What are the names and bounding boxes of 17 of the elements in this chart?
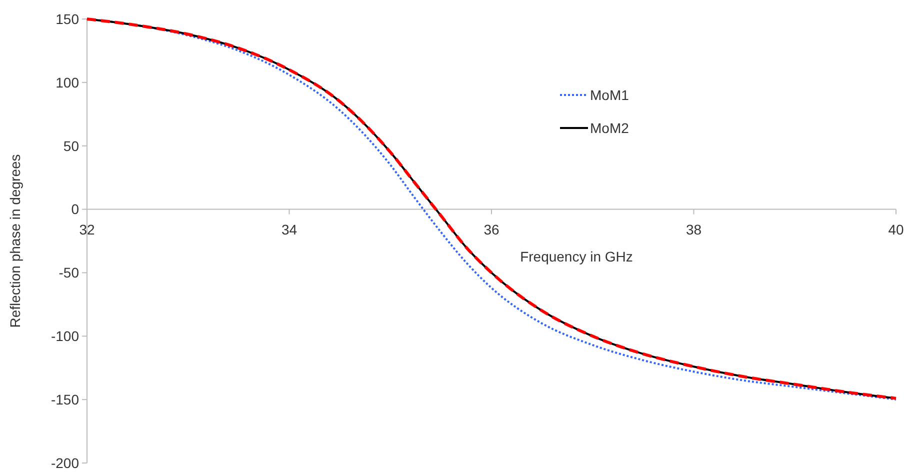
x-tick-label: 38 (686, 221, 702, 238)
x-tick-label: 40 (888, 221, 904, 238)
x-tick-label: 32 (79, 221, 95, 238)
y-tick-label: -50 (58, 264, 80, 281)
y-tick-label: 100 (56, 74, 80, 90)
y-tick-label: -100 (50, 328, 80, 344)
x-axis-title: Frequency in GHz (520, 248, 633, 264)
x-tick-label: 34 (281, 221, 298, 238)
legend-label: MoM1 (590, 86, 630, 103)
y-tick-label: 150 (56, 10, 80, 27)
y-tick-label: 50 (63, 138, 80, 154)
legend-label: MoM2 (590, 120, 630, 136)
y-tick-label: -150 (50, 391, 80, 408)
y-tick-label: 0 (71, 201, 80, 218)
y-tick-label: -200 (50, 454, 80, 471)
y-axis-title: Reflection phase in degrees (7, 154, 23, 328)
x-tick-label: 36 (484, 221, 500, 238)
